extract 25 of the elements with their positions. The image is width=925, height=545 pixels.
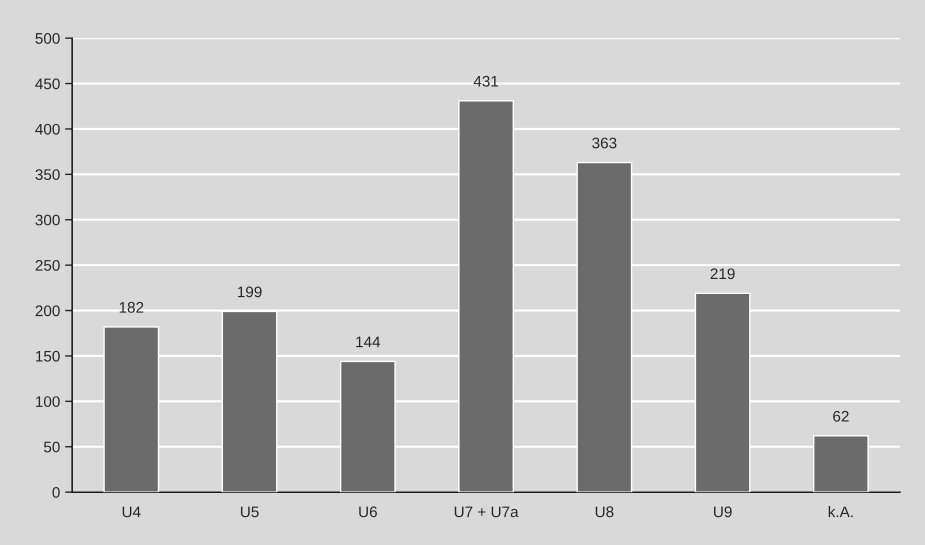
data-label: 62 bbox=[833, 410, 849, 422]
data-label: 144 bbox=[356, 336, 380, 348]
y-tick-label: 350 bbox=[35, 169, 60, 180]
data-label: 219 bbox=[710, 268, 735, 280]
y-tick-label: 300 bbox=[35, 214, 60, 226]
y-tick-label: 250 bbox=[36, 260, 60, 271]
x-tick-label: U7 + U7a bbox=[454, 506, 519, 518]
y-tick-label: 500 bbox=[35, 33, 60, 44]
data-label: 199 bbox=[238, 286, 262, 298]
y-tick-label: 150 bbox=[36, 350, 60, 362]
y-tick-label: 400 bbox=[35, 124, 60, 135]
x-tick-label: U5 bbox=[240, 506, 259, 518]
y-tick-label: 100 bbox=[36, 396, 60, 408]
x-tick-label: U4 bbox=[122, 506, 141, 518]
y-tick-label: 200 bbox=[36, 305, 60, 316]
x-tick-label: U9 bbox=[714, 506, 732, 518]
x-tick-label: U8 bbox=[596, 506, 614, 518]
y-tick-label: 450 bbox=[35, 78, 60, 90]
x-tick-label: U6 bbox=[359, 506, 377, 518]
data-label: 363 bbox=[592, 138, 616, 148]
data-label: 431 bbox=[474, 76, 498, 87]
y-tick-label: 0 bbox=[52, 487, 60, 498]
x-tick-label: k.A. bbox=[828, 506, 853, 518]
y-tick-label: 50 bbox=[44, 442, 60, 452]
data-label: 182 bbox=[120, 302, 144, 313]
